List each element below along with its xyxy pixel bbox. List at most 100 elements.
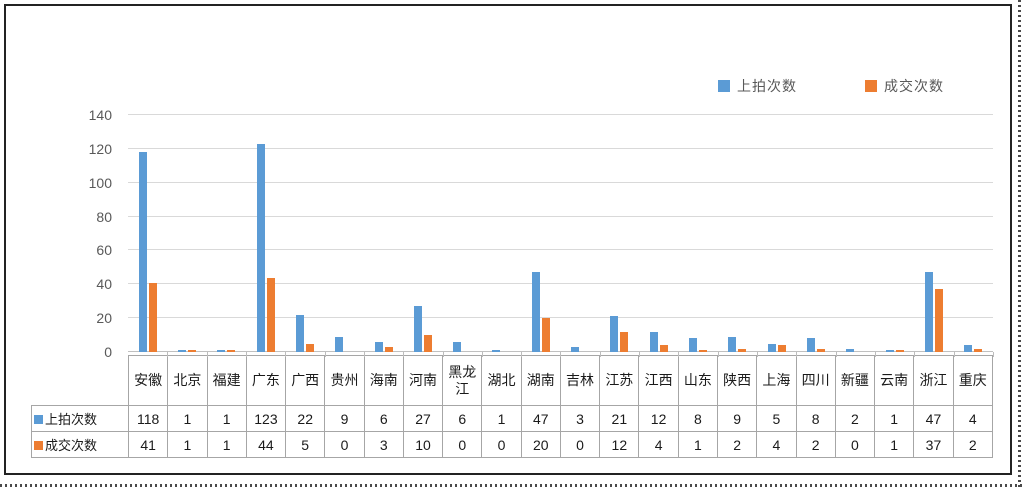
table-cell-上拍次数-江苏: 21 [599, 405, 640, 432]
table-header-吉林: 吉林 [559, 355, 601, 406]
table-cell-成交次数-云南: 1 [874, 431, 915, 458]
bar-成交次数-重庆[interactable] [974, 348, 983, 352]
table-cell-上拍次数-广东: 123 [245, 405, 287, 432]
bar-上拍次数-新疆[interactable] [846, 348, 855, 352]
table-header-山东: 山东 [677, 355, 718, 406]
bar-group-福建 [207, 115, 248, 357]
table-cell-上拍次数-北京: 1 [167, 405, 208, 432]
bar-上拍次数-云南[interactable] [885, 350, 894, 352]
y-tick-label-120: 120 [88, 140, 112, 157]
table-header-海南: 海南 [363, 355, 404, 406]
table-cell-成交次数-吉林: 0 [559, 431, 601, 458]
table-header-河南: 河南 [402, 355, 444, 406]
bar-group-北京 [167, 115, 208, 357]
legend-item-shangpai[interactable]: 上拍次数 [718, 76, 797, 96]
plot-row: 0 20 40 60 80 100 120 140 [6, 107, 995, 360]
legend-label-shangpai: 上拍次数 [737, 78, 797, 94]
y-tick-label-100: 100 [88, 174, 112, 191]
table-cell-成交次数-新疆: 0 [834, 431, 876, 458]
table-header-湖北: 湖北 [481, 355, 522, 406]
y-tick-label-80: 80 [96, 208, 112, 225]
bar-上拍次数-北京[interactable] [177, 350, 186, 352]
bar-上拍次数-广东[interactable] [256, 143, 265, 352]
table-cell-成交次数-安徽: 41 [127, 431, 169, 458]
bar-上拍次数-河南[interactable] [413, 306, 422, 352]
bar-成交次数-四川[interactable] [816, 348, 825, 352]
bar-成交次数-广西[interactable] [305, 343, 314, 352]
bar-group-江西 [639, 115, 680, 357]
table-cell-成交次数-河南: 10 [402, 431, 444, 458]
bar-成交次数-海南[interactable] [384, 346, 393, 352]
table-row-成交次数: 成交次数 41 1 1 44 5 0 3 10 0 0 20 0 12 4 1 2 4 2 0 1 37 2 [31, 431, 994, 458]
table-cell-上拍次数-四川: 8 [795, 405, 836, 432]
table-header-四川: 四川 [795, 355, 836, 406]
bar-上拍次数-四川[interactable] [806, 338, 815, 352]
table-cell-成交次数-海南: 3 [363, 431, 404, 458]
bar-上拍次数-上海[interactable] [767, 343, 776, 352]
table-header-云南: 云南 [874, 355, 915, 406]
bar-上拍次数-浙江[interactable] [924, 272, 933, 352]
bar-上拍次数-江苏[interactable] [610, 316, 619, 352]
table-header-新疆: 新疆 [834, 355, 876, 406]
gridline-100 [128, 181, 993, 183]
bar-上拍次数-陕西[interactable] [728, 336, 737, 352]
bar-group-江苏 [600, 115, 641, 357]
table-cell-上拍次数-湖北: 1 [481, 405, 522, 432]
table-cell-上拍次数-新疆: 2 [834, 405, 876, 432]
bar-成交次数-福建[interactable] [227, 350, 236, 352]
bar-上拍次数-山东[interactable] [689, 338, 698, 352]
table-header-湖南: 湖南 [520, 355, 561, 406]
table-cell-成交次数-黑龙江: 0 [442, 431, 483, 458]
bar-成交次数-广东[interactable] [266, 277, 275, 352]
table-cell-上拍次数-广西: 22 [285, 405, 326, 432]
y-tick-label-140: 140 [88, 107, 112, 123]
table-header-浙江: 浙江 [913, 355, 954, 406]
chart-frame[interactable]: 上拍次数 成交次数 0 20 40 60 80 100 120 140 安徽 北京 福建 广东 广西贵… [4, 4, 1012, 475]
bar-成交次数-陕西[interactable] [738, 348, 747, 352]
table-corner-cell [32, 356, 129, 406]
bar-group-海南 [364, 115, 405, 357]
table-header-江苏: 江苏 [599, 355, 640, 406]
bar-上拍次数-湖南[interactable] [531, 272, 540, 352]
table-cell-成交次数-北京: 1 [167, 431, 208, 458]
bar-上拍次数-贵州[interactable] [335, 336, 344, 352]
table-cell-上拍次数-上海: 5 [756, 405, 797, 432]
bar-成交次数-云南[interactable] [895, 350, 904, 352]
row-swatch-blue-icon [34, 415, 43, 424]
table-header-上海: 上海 [756, 355, 797, 406]
bar-成交次数-山东[interactable] [699, 350, 708, 352]
table-header-row: 安徽 北京 福建 广东 广西 贵州 海南 河南 黑龙江 湖北 湖南 吉林 江苏 江西 山东 陕西 上海 四川 新疆云… [32, 355, 994, 406]
bar-上拍次数-安徽[interactable] [138, 152, 147, 352]
bar-上拍次数-重庆[interactable] [964, 345, 973, 352]
table-header-陕西: 陕西 [716, 355, 758, 406]
table-header-广西: 广西 [285, 355, 326, 406]
bar-上拍次数-广西[interactable] [295, 314, 304, 352]
bar-group-吉林 [560, 115, 602, 357]
table-cell-上拍次数-吉林: 3 [559, 405, 601, 432]
bar-上拍次数-江西[interactable] [649, 331, 658, 352]
table-cell-成交次数-江西: 4 [638, 431, 679, 458]
y-tick-label-40: 40 [96, 276, 112, 293]
bar-上拍次数-吉林[interactable] [571, 346, 580, 352]
bar-成交次数-浙江[interactable] [934, 289, 943, 352]
bar-上拍次数-海南[interactable] [374, 341, 383, 352]
bar-上拍次数-福建[interactable] [217, 350, 226, 352]
legend-item-chengjiao[interactable]: 成交次数 [865, 76, 944, 96]
bar-成交次数-上海[interactable] [777, 345, 786, 352]
table-cell-成交次数-山东: 1 [677, 431, 718, 458]
bar-成交次数-河南[interactable] [423, 335, 432, 352]
gridline-0 [128, 351, 993, 352]
bar-group-湖北 [482, 115, 523, 357]
table-cell-上拍次数-山东: 8 [677, 405, 718, 432]
table-cell-上拍次数-安徽: 118 [127, 405, 169, 432]
bar-成交次数-江苏[interactable] [620, 331, 629, 352]
y-tick-label-60: 60 [96, 242, 112, 259]
bar-成交次数-安徽[interactable] [148, 282, 157, 352]
bar-成交次数-北京[interactable] [187, 350, 196, 352]
bar-上拍次数-湖北[interactable] [492, 350, 501, 352]
bar-group-广东 [246, 115, 287, 357]
bar-成交次数-江西[interactable] [659, 345, 668, 352]
selection-ants-bottom [0, 484, 1022, 487]
bar-成交次数-湖南[interactable] [541, 318, 550, 352]
bar-上拍次数-黑龙江[interactable] [453, 341, 462, 352]
